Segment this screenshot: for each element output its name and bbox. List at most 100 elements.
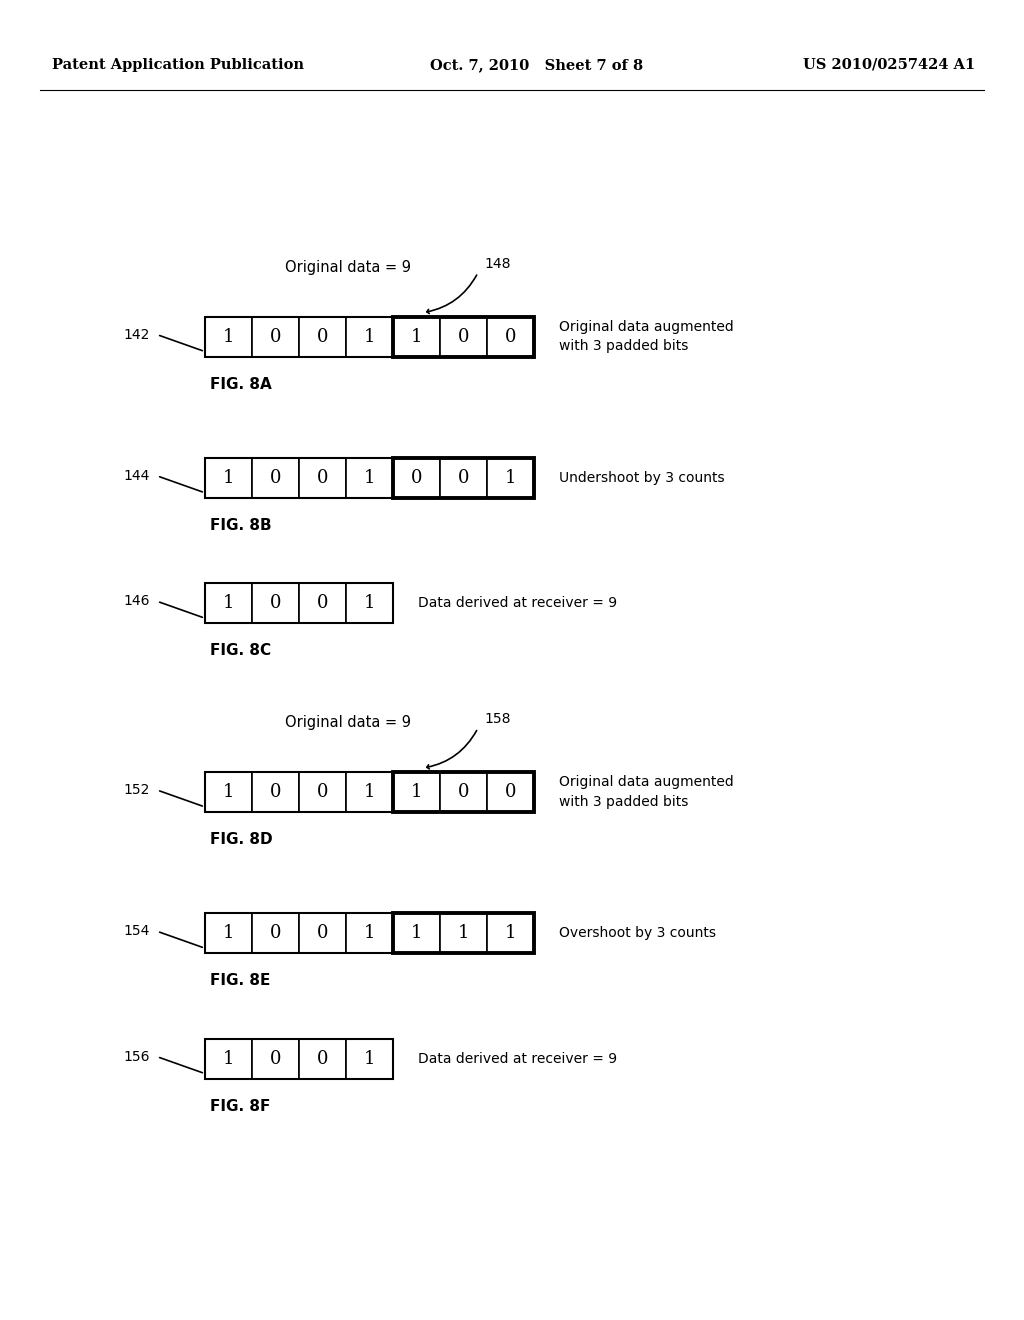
Bar xyxy=(487,458,534,498)
Text: 0: 0 xyxy=(505,327,516,346)
Bar xyxy=(346,458,393,498)
Bar xyxy=(205,913,534,953)
Bar xyxy=(299,458,346,498)
Bar xyxy=(205,1039,252,1078)
Text: Overshoot by 3 counts: Overshoot by 3 counts xyxy=(559,927,716,940)
Bar xyxy=(440,913,487,953)
Bar xyxy=(393,458,440,498)
Text: 0: 0 xyxy=(458,783,469,801)
Bar xyxy=(346,317,393,356)
Text: FIG. 8A: FIG. 8A xyxy=(210,376,271,392)
Bar xyxy=(205,772,252,812)
Bar xyxy=(487,913,534,953)
Bar xyxy=(299,1039,346,1078)
Bar xyxy=(252,583,299,623)
Text: 1: 1 xyxy=(364,594,375,612)
Bar xyxy=(487,772,534,812)
Text: FIG. 8E: FIG. 8E xyxy=(210,973,270,989)
Text: 148: 148 xyxy=(484,256,511,271)
Text: 0: 0 xyxy=(316,469,329,487)
Bar xyxy=(440,317,487,356)
Bar xyxy=(440,458,487,498)
Text: 0: 0 xyxy=(316,924,329,942)
Bar xyxy=(346,583,393,623)
Text: 0: 0 xyxy=(269,327,282,346)
Bar xyxy=(205,772,534,812)
Text: Data derived at receiver = 9: Data derived at receiver = 9 xyxy=(418,597,617,610)
Text: 1: 1 xyxy=(364,469,375,487)
Bar xyxy=(393,317,440,356)
Bar xyxy=(252,458,299,498)
Text: 0: 0 xyxy=(316,1049,329,1068)
Bar xyxy=(205,583,252,623)
Text: 154: 154 xyxy=(124,924,150,939)
Text: 0: 0 xyxy=(458,469,469,487)
Bar xyxy=(440,772,487,812)
Text: 1: 1 xyxy=(505,924,516,942)
Bar xyxy=(393,913,534,953)
Text: 144: 144 xyxy=(124,469,150,483)
Text: 1: 1 xyxy=(223,469,234,487)
Text: 1: 1 xyxy=(505,469,516,487)
Text: 0: 0 xyxy=(505,783,516,801)
Bar xyxy=(393,913,440,953)
Text: 1: 1 xyxy=(223,327,234,346)
Text: 0: 0 xyxy=(269,594,282,612)
Bar xyxy=(346,772,393,812)
Text: Original data = 9: Original data = 9 xyxy=(285,260,411,275)
Bar xyxy=(299,317,346,356)
Text: FIG. 8B: FIG. 8B xyxy=(210,517,271,533)
Text: Undershoot by 3 counts: Undershoot by 3 counts xyxy=(559,471,725,484)
Text: Original data augmented
with 3 padded bits: Original data augmented with 3 padded bi… xyxy=(559,775,734,809)
Text: 1: 1 xyxy=(411,783,422,801)
Text: 1: 1 xyxy=(411,924,422,942)
Text: Data derived at receiver = 9: Data derived at receiver = 9 xyxy=(418,1052,617,1065)
Bar xyxy=(205,1039,393,1078)
Text: 0: 0 xyxy=(269,783,282,801)
Bar xyxy=(299,913,346,953)
Text: FIG. 8D: FIG. 8D xyxy=(210,832,272,847)
Bar xyxy=(252,772,299,812)
Text: 146: 146 xyxy=(124,594,150,609)
Text: 0: 0 xyxy=(316,594,329,612)
Text: 1: 1 xyxy=(364,327,375,346)
Bar xyxy=(393,458,534,498)
Text: 0: 0 xyxy=(458,327,469,346)
Text: FIG. 8F: FIG. 8F xyxy=(210,1098,270,1114)
Text: 1: 1 xyxy=(458,924,469,942)
Text: US 2010/0257424 A1: US 2010/0257424 A1 xyxy=(803,58,975,73)
Bar xyxy=(205,317,252,356)
Text: 1: 1 xyxy=(364,1049,375,1068)
Bar xyxy=(346,1039,393,1078)
Text: 0: 0 xyxy=(316,327,329,346)
Text: 1: 1 xyxy=(364,783,375,801)
Text: 1: 1 xyxy=(223,924,234,942)
Text: 1: 1 xyxy=(364,924,375,942)
Text: 152: 152 xyxy=(124,783,150,797)
Bar xyxy=(393,317,534,356)
Bar xyxy=(299,583,346,623)
Bar xyxy=(205,913,252,953)
Text: 158: 158 xyxy=(484,711,511,726)
Bar xyxy=(205,317,534,356)
Bar xyxy=(205,583,393,623)
Text: 156: 156 xyxy=(124,1049,150,1064)
Text: 0: 0 xyxy=(269,924,282,942)
Text: Oct. 7, 2010   Sheet 7 of 8: Oct. 7, 2010 Sheet 7 of 8 xyxy=(430,58,643,73)
Bar xyxy=(205,458,252,498)
Bar xyxy=(252,317,299,356)
Text: Patent Application Publication: Patent Application Publication xyxy=(52,58,304,73)
Text: FIG. 8C: FIG. 8C xyxy=(210,643,271,659)
Text: Original data = 9: Original data = 9 xyxy=(285,715,411,730)
Bar xyxy=(299,772,346,812)
Text: 1: 1 xyxy=(223,594,234,612)
Bar xyxy=(205,458,534,498)
Text: 142: 142 xyxy=(124,327,150,342)
Text: 1: 1 xyxy=(223,783,234,801)
Bar xyxy=(252,913,299,953)
Bar xyxy=(346,913,393,953)
Text: 1: 1 xyxy=(411,327,422,346)
Text: 0: 0 xyxy=(411,469,422,487)
Text: 1: 1 xyxy=(223,1049,234,1068)
Bar xyxy=(393,772,440,812)
